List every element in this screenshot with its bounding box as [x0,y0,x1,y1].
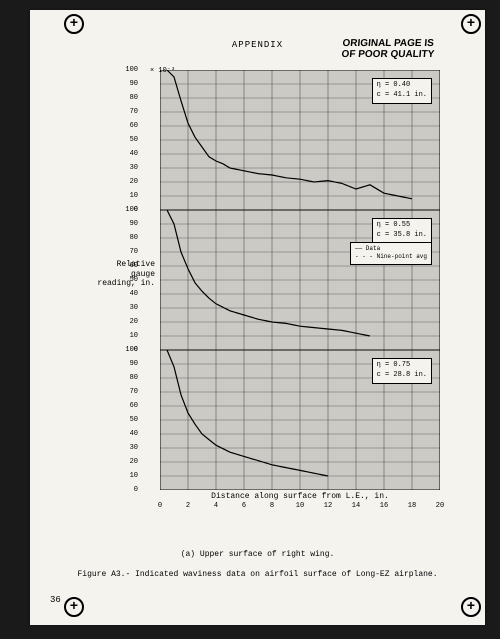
quality-stamp: ORIGINAL PAGE IS OF POOR QUALITY [341,38,436,60]
figure-caption: Figure A3.- Indicated waviness data on a… [77,570,437,579]
page-number: 36 [50,595,61,605]
eta-label: η = 0.55 [377,221,427,231]
y-tick-label: 50 [130,136,138,144]
eta-label: η = 0.40 [377,81,427,91]
stamp-line2: OF POOR QUALITY [341,49,435,60]
y-tick-label: 20 [130,318,138,326]
y-tick-label: 90 [130,220,138,228]
y-tick-label: 30 [130,304,138,312]
param-box: η = 0.55c = 35.8 in. [372,218,432,244]
stamp-line1: ORIGINAL PAGE IS [342,38,436,49]
x-tick-label: 12 [324,502,332,510]
y-tick-label: 30 [130,444,138,452]
c-label: c = 41.1 in. [377,91,427,101]
c-label: c = 28.8 in. [377,371,427,381]
x-tick-label: 6 [242,502,246,510]
legend-item: —— Data [355,245,427,253]
x-tick-label: 4 [214,502,218,510]
eta-label: η = 0.75 [377,361,427,371]
y-tick-label: 40 [130,290,138,298]
y-axis-label: Relative gauge reading, in. [90,260,155,289]
legend-item: - - - Nine-point avg [355,253,427,261]
y-tick-label: 50 [130,276,138,284]
y-tick-label: 60 [130,402,138,410]
x-tick-label: 10 [296,502,304,510]
y-tick-label: 70 [130,388,138,396]
chart-panel: 010203040506070809010002468101214161820η… [160,350,440,490]
y-tick-label: 40 [130,430,138,438]
y-tick-label: 20 [130,458,138,466]
y-tick-label: 10 [130,332,138,340]
y-tick-label: 70 [130,108,138,116]
x-tick-label: 18 [408,502,416,510]
y-tick-label: 100 [125,206,138,214]
x-tick-label: 8 [270,502,274,510]
registration-mark [461,14,481,34]
chart-stack: 0102030405060708090100× 10⁻³η = 0.40c = … [160,70,460,501]
y-tick-label: 100 [125,66,138,74]
param-box: η = 0.40c = 41.1 in. [372,78,432,104]
registration-mark [64,597,84,617]
y-tick-label: 60 [130,122,138,130]
y-tick-label: 20 [130,178,138,186]
c-label: c = 35.8 in. [377,231,427,241]
x-axis-label: Distance along surface from L.E., in. [160,492,440,501]
page: APPENDIX ORIGINAL PAGE IS OF POOR QUALIT… [30,10,485,625]
y-tick-label: 50 [130,416,138,424]
chart-panel: 0102030405060708090100× 10⁻³η = 0.40c = … [160,70,440,210]
y-tick-label: 90 [130,360,138,368]
x-tick-label: 2 [186,502,190,510]
x-tick-label: 16 [380,502,388,510]
legend-box: —— Data- - - Nine-point avg [350,242,432,265]
y-tick-label: 80 [130,234,138,242]
y-tick-label: 10 [130,472,138,480]
x-tick-label: 0 [158,502,162,510]
y-tick-label: 0 [134,486,138,494]
y-tick-label: 30 [130,164,138,172]
registration-mark [461,597,481,617]
x-tick-label: 14 [352,502,360,510]
y-tick-label: 60 [130,262,138,270]
y-tick-label: 90 [130,80,138,88]
chart-panel: 0102030405060708090100η = 0.55c = 35.8 i… [160,210,440,350]
param-box: η = 0.75c = 28.8 in. [372,358,432,384]
subcaption: (a) Upper surface of right wing. [181,550,335,559]
y-tick-label: 80 [130,94,138,102]
appendix-title: APPENDIX [232,40,283,50]
registration-mark [64,14,84,34]
exponent-label: × 10⁻³ [150,66,175,75]
y-tick-label: 100 [125,346,138,354]
y-tick-label: 80 [130,374,138,382]
x-tick-label: 20 [436,502,444,510]
y-tick-label: 40 [130,150,138,158]
y-tick-label: 70 [130,248,138,256]
y-tick-label: 10 [130,192,138,200]
